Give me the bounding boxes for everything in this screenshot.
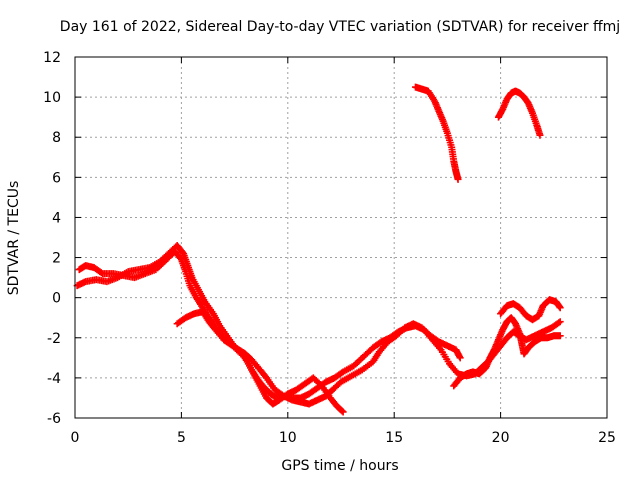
y-tick-label: 6 <box>52 170 61 186</box>
y-tick-label: -6 <box>47 411 61 427</box>
x-tick-label: 20 <box>492 430 510 446</box>
data-point <box>536 131 544 139</box>
y-tick-label: 8 <box>52 130 61 146</box>
series-track-d <box>450 314 564 390</box>
y-tick-label: 0 <box>52 291 61 307</box>
y-tick-label: -4 <box>47 371 61 387</box>
series-track-e <box>497 296 564 324</box>
y-tick-label: 12 <box>43 50 61 66</box>
y-tick-label: 4 <box>52 210 61 226</box>
x-tick-label: 25 <box>598 430 616 446</box>
data-point <box>556 304 564 312</box>
data-point <box>556 318 564 326</box>
data-point <box>339 408 347 416</box>
y-tick-label: 10 <box>43 90 61 106</box>
plot-border <box>74 56 608 419</box>
y-tick-label: 2 <box>52 251 61 267</box>
data-point <box>97 269 105 277</box>
series-track-b <box>75 248 347 416</box>
y-tick-label: -2 <box>47 331 61 347</box>
x-tick-label: 10 <box>279 430 297 446</box>
series-track-g <box>494 87 544 139</box>
y-axis-label: SDTVAR / TECUs <box>6 181 22 296</box>
data-point <box>556 332 564 340</box>
data-points <box>73 83 564 416</box>
data-point <box>338 407 346 415</box>
chart-title: Day 161 of 2022, Sidereal Day-to-day VTE… <box>60 19 620 35</box>
x-axis-label: GPS time / hours <box>281 458 398 474</box>
x-tick-label: 15 <box>385 430 403 446</box>
x-tick-label: 5 <box>177 430 186 446</box>
data-point <box>555 319 563 327</box>
series-track-f <box>411 83 462 183</box>
x-tick-label: 0 <box>71 430 80 446</box>
grid-lines <box>75 57 607 418</box>
data-point <box>456 354 464 362</box>
data-point <box>454 175 462 183</box>
axis-ticks: 0 5 10 15 20 25 -6 -4 -2 0 2 4 6 8 10 12 <box>43 50 616 446</box>
